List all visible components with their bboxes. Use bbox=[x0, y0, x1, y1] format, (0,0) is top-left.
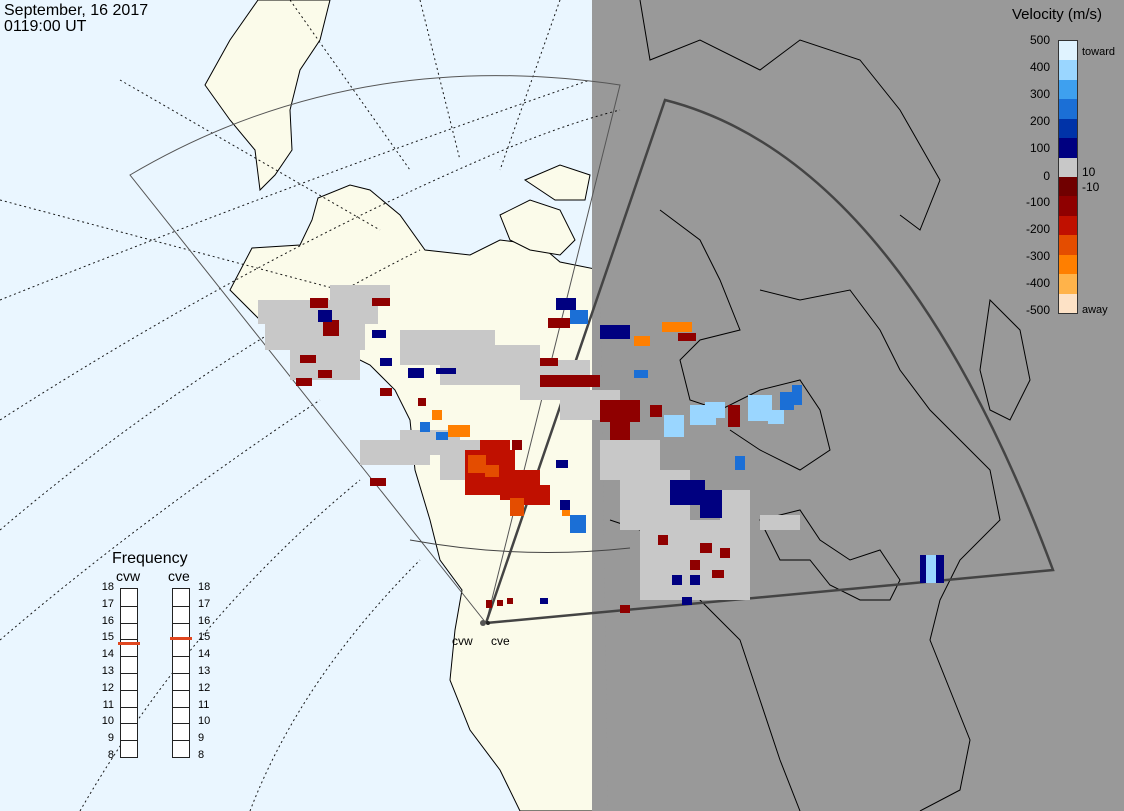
colorbar-tick-label: -200 bbox=[1025, 222, 1050, 236]
velocity-cells bbox=[296, 298, 944, 613]
colorbar-swatch bbox=[1059, 215, 1077, 236]
frequency-gauge-cvw bbox=[118, 588, 140, 758]
frequency-scale-label: 11 bbox=[102, 698, 114, 711]
frequency-scale-label: 12 bbox=[101, 681, 114, 694]
colorbar-swatch bbox=[1059, 41, 1077, 61]
gauge-gridline bbox=[121, 605, 137, 607]
frequency-scale-label: 16 bbox=[101, 614, 114, 627]
gauge-gridline bbox=[173, 706, 189, 708]
frequency-scale-label: 17 bbox=[198, 597, 211, 610]
frequency-scale-label: 13 bbox=[101, 665, 114, 677]
frequency-scale-label: 16 bbox=[198, 614, 211, 627]
frequency-scale-label: 14 bbox=[198, 648, 211, 661]
gauge-gridline bbox=[173, 723, 189, 725]
colorbar-tick-label: -300 bbox=[1025, 249, 1050, 263]
colorbar-swatch bbox=[1059, 60, 1077, 81]
frequency-scale-label: 9 bbox=[198, 732, 205, 745]
colorbar-tick-label: -10 bbox=[1082, 180, 1100, 194]
gauge-gridline bbox=[121, 723, 137, 725]
frequency-scale-label: 8 bbox=[198, 749, 205, 761]
colorbar-swatch bbox=[1059, 293, 1077, 314]
freq-radar-label-cvw: cvw bbox=[116, 568, 141, 584]
frequency-scale-label: 18 bbox=[198, 581, 211, 593]
gauge-gridline bbox=[173, 689, 189, 691]
frequency-scale-label: 17 bbox=[101, 597, 114, 610]
radar-sites bbox=[480, 620, 490, 626]
land-arctic-islands bbox=[499, 164, 591, 256]
colorbar-tick-label: -400 bbox=[1025, 276, 1050, 290]
frequency-scale-label: 15 bbox=[198, 631, 211, 644]
gauge-gridline bbox=[121, 740, 137, 742]
colorbar-tick-label: 100 bbox=[1029, 141, 1050, 155]
gauge-gridline bbox=[121, 622, 137, 624]
gauge-gridline bbox=[173, 639, 189, 641]
gauge-gridline bbox=[121, 656, 137, 658]
colorbar-swatch bbox=[1059, 254, 1077, 275]
frequency-marker-cvw bbox=[118, 641, 140, 645]
colorbar-swatch bbox=[1059, 196, 1077, 217]
gauge-gridline bbox=[173, 622, 189, 624]
colorbar-tick-label: 500 bbox=[1029, 33, 1050, 47]
frequency-title: Frequency bbox=[112, 550, 188, 567]
frequency-scale-label: 8 bbox=[107, 749, 114, 761]
land-greenland-west bbox=[204, 0, 331, 192]
gauge-gridline bbox=[173, 673, 189, 674]
colorbar-swatch bbox=[1059, 79, 1077, 100]
frequency-scale-label: 18 bbox=[101, 581, 114, 593]
gauge-gridline bbox=[121, 706, 137, 708]
frequency-scale-label: 13 bbox=[198, 665, 211, 677]
gauge-gridline bbox=[173, 740, 189, 742]
freq-radar-label-cve: cve bbox=[168, 568, 190, 584]
colorbar-swatch bbox=[1059, 177, 1077, 197]
gauge-gridline bbox=[173, 656, 189, 658]
frequency-scale-label: 11 bbox=[198, 698, 210, 711]
ground-scatter bbox=[258, 285, 800, 600]
time-label: 0119:00 UT bbox=[4, 18, 87, 35]
colorbar-swatch bbox=[1059, 235, 1077, 256]
night-shade bbox=[592, 0, 1124, 811]
date-label: September, 16 2017 bbox=[4, 2, 149, 19]
frequency-scale-label: 15 bbox=[101, 631, 114, 644]
colorbar-tick-label: 0 bbox=[1043, 169, 1050, 183]
colorbar-swatches bbox=[1058, 40, 1078, 314]
frequency-marker-cve bbox=[170, 636, 192, 640]
colorbar-tick-label: 400 bbox=[1029, 60, 1050, 74]
frequency-scale-label: 14 bbox=[101, 648, 114, 661]
velocity-colorbar: Velocity (m/s) 500 400 300 200 100 10 0 -10 -100… bbox=[1000, 0, 1124, 330]
fov-cvw bbox=[129, 75, 621, 625]
frequency-panel: Frequency cvw cve 18 17 16 15 14 13 12 11 10 9 8 18… bbox=[88, 548, 228, 768]
frequency-scale-label: 9 bbox=[107, 732, 114, 745]
site-label-cvw: cvw bbox=[452, 634, 473, 648]
colorbar-title: Velocity (m/s) bbox=[1012, 6, 1103, 23]
gauge-gridline bbox=[173, 605, 189, 607]
fov-cve-dark-edge bbox=[484, 98, 1055, 625]
graticule bbox=[0, 0, 621, 811]
colorbar-tick-label: -500 bbox=[1025, 303, 1050, 317]
colorbar-swatch bbox=[1059, 138, 1077, 159]
latitude-arc bbox=[409, 539, 631, 553]
frequency-scale-label: 10 bbox=[198, 715, 211, 728]
colorbar-swatch bbox=[1059, 99, 1077, 120]
colorbar-toward-label: toward bbox=[1082, 46, 1116, 58]
colorbar-swatch bbox=[1059, 118, 1077, 139]
gauge-gridline bbox=[121, 689, 137, 691]
gauge-gridline bbox=[121, 639, 137, 641]
colorbar-tick-label: 300 bbox=[1029, 87, 1050, 101]
colorbar-swatch bbox=[1059, 274, 1077, 295]
gauge-gridline bbox=[121, 673, 137, 674]
frequency-scale-label: 12 bbox=[198, 681, 211, 694]
colorbar-tick-label: -100 bbox=[1025, 195, 1050, 209]
site-label-cve: cve bbox=[491, 634, 510, 648]
frequency-scale-label: 10 bbox=[101, 715, 114, 728]
colorbar-tick-label: 10 bbox=[1082, 165, 1096, 179]
frequency-gauge-cve bbox=[170, 588, 192, 758]
colorbar-away-label: away bbox=[1082, 304, 1108, 316]
colorbar-swatch bbox=[1059, 157, 1077, 178]
colorbar-tick-label: 200 bbox=[1029, 114, 1050, 128]
